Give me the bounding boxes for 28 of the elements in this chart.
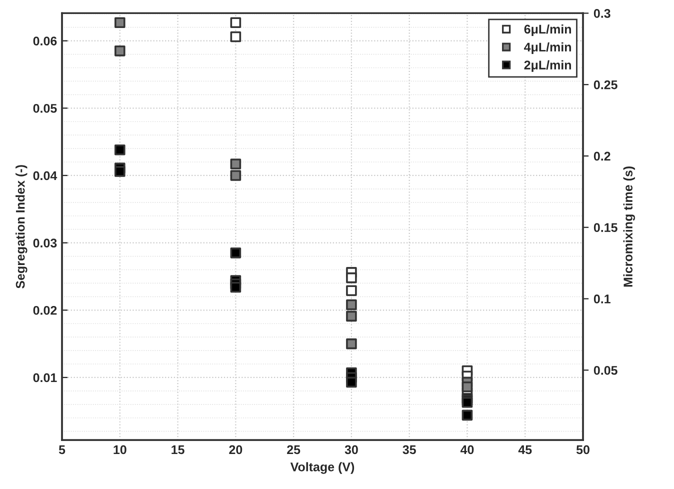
x-tick-label: 25: [287, 445, 300, 454]
y-tick-label: 0.01: [33, 373, 57, 382]
x-tick-label: 10: [114, 445, 126, 454]
legend-label: 6μL/min: [524, 24, 571, 36]
y2-tick-label: 0.1: [594, 294, 610, 304]
y-tick-label: 0.06: [33, 36, 57, 46]
y2-tick-label: 0.25: [594, 80, 618, 90]
x-tick-label: 50: [576, 445, 590, 454]
y2-axis-title: Micromixing time (s): [623, 166, 636, 287]
x-tick-label: 15: [172, 445, 184, 454]
x-tick-label: 40: [460, 445, 474, 454]
legend-label: 2μL/min: [524, 60, 571, 72]
y-tick-label: 0.03: [33, 238, 57, 248]
y-tick-label: 0.04: [33, 171, 58, 180]
x-tick-label: 45: [518, 445, 532, 454]
x-tick-label: 35: [402, 445, 416, 454]
legend-label: 4μL/min: [524, 42, 571, 54]
y2-tick-label: 0.05: [594, 366, 618, 375]
y2-tick-label: 0.15: [594, 223, 618, 232]
y-tick-label: 0.05: [33, 104, 57, 113]
x-axis-title: Voltage (V): [290, 462, 354, 474]
y2-tick-label: 0.3: [594, 9, 610, 18]
x-tick-label: 20: [229, 445, 242, 454]
x-tick-label: 5: [58, 445, 66, 454]
y-axis-title: Segregation Index (-): [16, 165, 28, 288]
x-tick-label: 30: [344, 445, 358, 454]
y-tick-label: 0.02: [33, 306, 57, 315]
y2-tick-label: 0.2: [594, 152, 610, 161]
